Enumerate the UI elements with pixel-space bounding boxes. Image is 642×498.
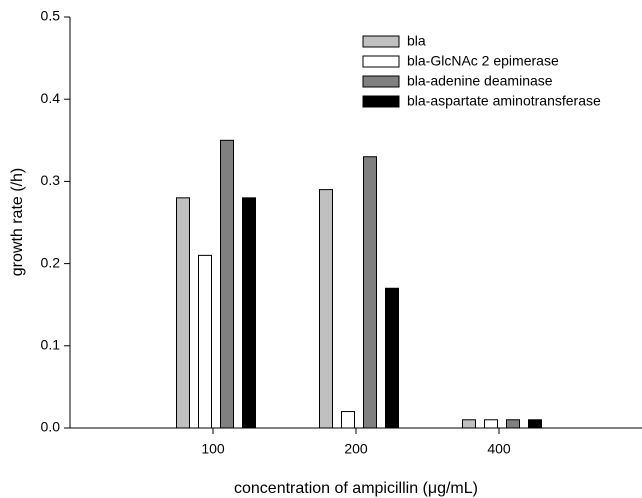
legend-label: bla-GlcNAc 2 epimerase xyxy=(407,53,559,69)
x-tick-label: 200 xyxy=(344,441,368,457)
y-tick-label: 0.1 xyxy=(41,337,61,353)
legend-label: bla xyxy=(407,33,426,49)
y-axis-title: growth rate (/h) xyxy=(9,168,26,276)
bar xyxy=(242,197,256,429)
legend-swatch xyxy=(362,35,400,48)
bar xyxy=(198,254,212,429)
bar xyxy=(484,419,498,429)
legend-swatch xyxy=(362,75,400,88)
x-tick-label: 400 xyxy=(487,441,511,457)
bar xyxy=(176,197,190,429)
bar xyxy=(528,419,542,429)
bar xyxy=(220,139,234,429)
x-axis-title: concentration of ampicillin (μg/mL) xyxy=(234,480,478,497)
legend-swatch xyxy=(362,95,400,108)
legend-swatch xyxy=(362,55,400,68)
legend-label: bla-aspartate aminotransferase xyxy=(407,93,601,109)
y-tick-label: 0.5 xyxy=(41,8,61,24)
bar xyxy=(385,287,399,429)
x-tick-label: 100 xyxy=(201,441,225,457)
y-tick-label: 0.2 xyxy=(41,254,61,270)
legend-label: bla-adenine deaminase xyxy=(407,73,553,89)
bar xyxy=(341,411,355,429)
bar xyxy=(506,419,520,429)
y-tick-label: 0.3 xyxy=(41,172,61,188)
y-tick-label: 0.4 xyxy=(41,90,61,106)
bar xyxy=(363,156,377,429)
bar xyxy=(462,419,476,429)
bar xyxy=(319,189,333,429)
y-tick-label: 0.0 xyxy=(41,419,61,435)
